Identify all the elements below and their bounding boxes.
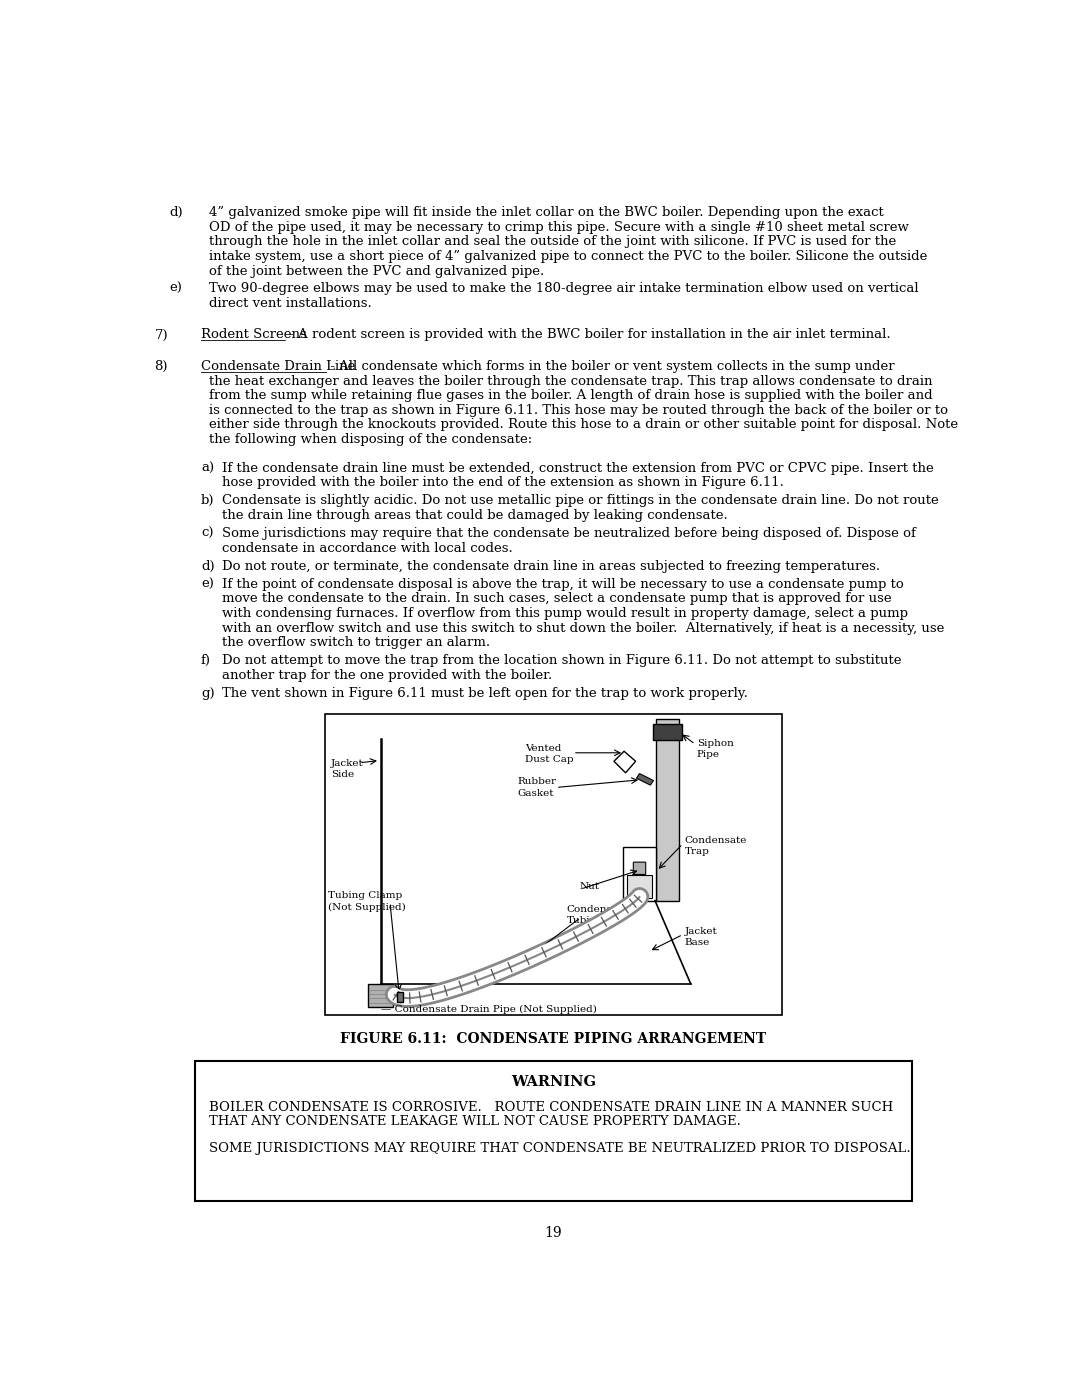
Text: 7): 7): [154, 328, 168, 341]
Text: Do not route, or terminate, the condensate drain line in areas subjected to free: Do not route, or terminate, the condensa…: [221, 560, 880, 573]
Text: d): d): [170, 207, 184, 219]
Text: the following when disposing of the condensate:: the following when disposing of the cond…: [208, 433, 531, 446]
Text: f): f): [201, 654, 211, 668]
Text: Jacket: Jacket: [685, 926, 717, 936]
Text: OD of the pipe used, it may be necessary to crimp this pipe. Secure with a singl: OD of the pipe used, it may be necessary…: [208, 221, 908, 233]
Text: c): c): [201, 527, 214, 541]
Bar: [397, 992, 403, 1002]
Text: Condensate is slightly acidic. Do not use metallic pipe or fittings in the conde: Condensate is slightly acidic. Do not us…: [221, 495, 939, 507]
Text: 4” galvanized smoke pipe will fit inside the inlet collar on the BWC boiler. Dep: 4” galvanized smoke pipe will fit inside…: [208, 207, 883, 219]
Bar: [195, 1060, 912, 1201]
Text: Condensate: Condensate: [567, 905, 629, 914]
Text: another trap for the one provided with the boiler.: another trap for the one provided with t…: [221, 669, 552, 682]
Text: (Not Supplied): (Not Supplied): [328, 902, 406, 912]
Bar: [325, 714, 782, 1014]
Text: FIGURE 6.11:  CONDENSATE PIPING ARRANGEMENT: FIGURE 6.11: CONDENSATE PIPING ARRANGEME…: [340, 1031, 767, 1045]
Text: Two 90-degree elbows may be used to make the 180-degree air intake termination e: Two 90-degree elbows may be used to make…: [208, 282, 918, 295]
Text: Condensate Drain Line: Condensate Drain Line: [201, 360, 355, 373]
Text: THAT ANY CONDENSATE LEAKAGE WILL NOT CAUSE PROPERTY DAMAGE.: THAT ANY CONDENSATE LEAKAGE WILL NOT CAU…: [210, 1115, 741, 1129]
Text: If the point of condensate disposal is above the trap, it will be necessary to u: If the point of condensate disposal is a…: [221, 578, 904, 591]
Text: d): d): [201, 560, 215, 573]
FancyBboxPatch shape: [633, 862, 646, 875]
Polygon shape: [613, 752, 636, 773]
Text: the drain line through areas that could be damaged by leaking condensate.: the drain line through areas that could …: [221, 509, 728, 522]
Text: Rodent Screens: Rodent Screens: [201, 328, 307, 341]
Text: Rubber: Rubber: [517, 778, 556, 787]
Text: If the condensate drain line must be extended, construct the extension from PVC : If the condensate drain line must be ext…: [221, 461, 933, 475]
Text: BOILER CONDENSATE IS CORROSIVE.   ROUTE CONDENSATE DRAIN LINE IN A MANNER SUCH: BOILER CONDENSATE IS CORROSIVE. ROUTE CO…: [210, 1101, 893, 1113]
Text: Some jurisdictions may require that the condensate be neutralized before being d: Some jurisdictions may require that the …: [221, 527, 916, 541]
Text: hose provided with the boiler into the end of the extension as shown in Figure 6: hose provided with the boiler into the e…: [221, 476, 784, 489]
Text: the heat exchanger and leaves the boiler through the condensate trap. This trap : the heat exchanger and leaves the boiler…: [208, 374, 932, 387]
Text: a): a): [201, 461, 214, 475]
Text: 19: 19: [544, 1227, 563, 1241]
Text: the overflow switch to trigger an alarm.: the overflow switch to trigger an alarm.: [221, 636, 490, 650]
Text: Nut: Nut: [579, 882, 599, 891]
Bar: [627, 875, 652, 897]
Text: - A rodent screen is provided with the BWC boiler for installation in the air in: - A rodent screen is provided with the B…: [284, 328, 890, 341]
Text: with an overflow switch and use this switch to shut down the boiler.  Alternativ: with an overflow switch and use this swi…: [221, 622, 944, 634]
Text: e): e): [170, 282, 183, 295]
Text: Side: Side: [332, 770, 354, 780]
Text: SOME JURISDICTIONS MAY REQUIRE THAT CONDENSATE BE NEUTRALIZED PRIOR TO DISPOSAL.: SOME JURISDICTIONS MAY REQUIRE THAT COND…: [210, 1141, 912, 1155]
Text: Trap: Trap: [685, 847, 710, 856]
Polygon shape: [636, 774, 653, 785]
Text: 8): 8): [154, 360, 167, 373]
Bar: [623, 847, 656, 901]
Text: b): b): [201, 495, 214, 507]
Text: direct vent installations.: direct vent installations.: [208, 298, 372, 310]
Text: e): e): [201, 578, 214, 591]
Text: intake system, use a short piece of 4” galvanized pipe to connect the PVC to the: intake system, use a short piece of 4” g…: [208, 250, 927, 263]
Text: Siphon: Siphon: [697, 739, 733, 747]
Text: Vented: Vented: [525, 743, 562, 753]
Text: The vent shown in Figure 6.11 must be left open for the trap to work properly.: The vent shown in Figure 6.11 must be le…: [221, 687, 747, 700]
Text: Dust Cap: Dust Cap: [525, 754, 573, 764]
Bar: [368, 983, 393, 1007]
Text: is connected to the trap as shown in Figure 6.11. This hose may be routed throug: is connected to the trap as shown in Fig…: [208, 404, 947, 416]
Text: of the joint between the PVC and galvanized pipe.: of the joint between the PVC and galvani…: [208, 264, 544, 278]
Text: move the condensate to the drain. In such cases, select a condensate pump that i: move the condensate to the drain. In suc…: [221, 592, 891, 605]
Text: Pipe: Pipe: [697, 750, 720, 759]
Text: Do not attempt to move the trap from the location shown in Figure 6.11. Do not a: Do not attempt to move the trap from the…: [221, 654, 902, 668]
Text: - All condensate which forms in the boiler or vent system collects in the sump u: - All condensate which forms in the boil…: [326, 360, 895, 373]
Text: either side through the knockouts provided. Route this hose to a drain or other : either side through the knockouts provid…: [208, 419, 958, 432]
Text: — Condensate Drain Pipe (Not Supplied): — Condensate Drain Pipe (Not Supplied): [380, 1006, 596, 1014]
Text: Gasket: Gasket: [517, 788, 554, 798]
Text: g): g): [201, 687, 215, 700]
Text: Tubing: Tubing: [567, 916, 604, 925]
Text: Condensate: Condensate: [685, 835, 747, 845]
Text: from the sump while retaining flue gases in the boiler. A length of drain hose i: from the sump while retaining flue gases…: [208, 390, 932, 402]
Text: Tubing Clamp: Tubing Clamp: [328, 891, 402, 901]
Text: Jacket: Jacket: [332, 759, 364, 768]
Text: Base: Base: [685, 937, 710, 947]
Text: condensate in accordance with local codes.: condensate in accordance with local code…: [221, 542, 513, 555]
Bar: [652, 724, 683, 740]
Text: through the hole in the inlet collar and seal the outside of the joint with sili: through the hole in the inlet collar and…: [208, 235, 896, 249]
Text: with condensing furnaces. If overflow from this pump would result in property da: with condensing furnaces. If overflow fr…: [221, 606, 908, 620]
Bar: [656, 719, 679, 901]
Text: WARNING: WARNING: [511, 1074, 596, 1088]
